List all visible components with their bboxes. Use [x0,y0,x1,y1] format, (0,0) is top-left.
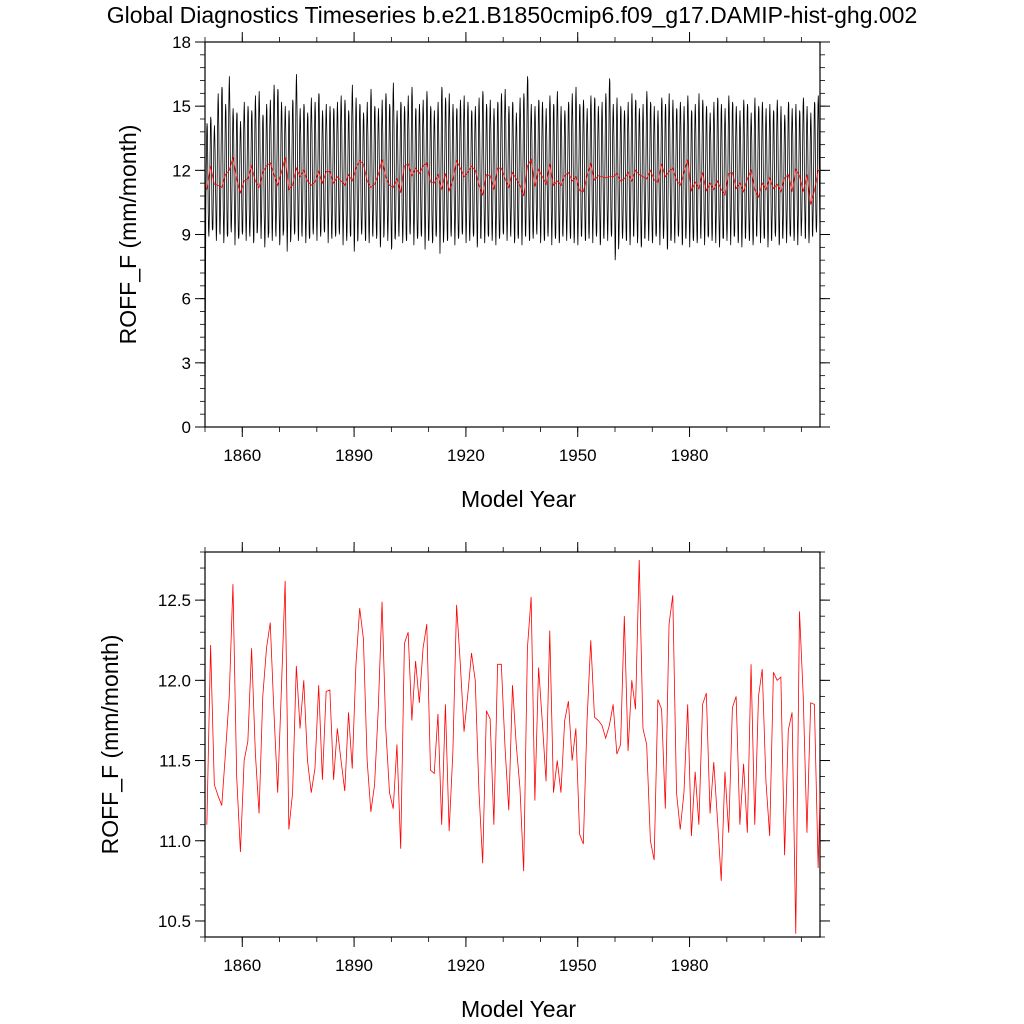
chart-panel-1: 1860 1890 1920 1950 1980 0 3 6 9 12 15 18 Model Year… [115,32,830,512]
y-tick-label: 0 [182,418,191,437]
x-axis-title: Model Year [461,486,576,512]
x-tick-label: 1920 [447,956,485,975]
x-tick-label: 1980 [671,446,709,465]
y-tick-label: 3 [182,354,191,373]
y-tick-label: 10.5 [158,912,191,931]
x-tick-label: 1950 [559,956,597,975]
x-tick-label: 1860 [223,956,261,975]
y-tick-label: 6 [182,290,191,309]
chart-panel-2: 1860 1890 1920 1950 1980 10.5 11.0 11.5 12.0 12.5… [97,542,830,1022]
y-tick-label: 12 [172,161,191,180]
x-tick-label: 1890 [335,446,373,465]
figure-title: Global Diagnostics Timeseries b.e21.B185… [106,2,918,28]
y-tick-label: 15 [172,97,191,116]
annual-mean-series-line [206,157,820,205]
x-tick-label: 1950 [559,446,597,465]
y-tick-label: 12.0 [158,671,191,690]
annual-mean-series-line [206,560,820,934]
y-tick-label: 12.5 [158,591,191,610]
y-tick-label: 11.5 [159,752,191,771]
x-tick-label: 1980 [671,956,709,975]
y-tick-label: 9 [182,226,191,245]
plot-frame [204,551,821,938]
x-tick-label: 1890 [335,956,373,975]
y-tick-label: 11.0 [159,832,191,851]
y-tick-label: 18 [172,33,191,52]
x-tick-label: 1860 [223,446,261,465]
x-tick-label: 1920 [447,446,485,465]
monthly-series-line [205,74,820,427]
y-axis-title: ROFF_F (mm/month) [115,125,141,345]
x-axis-title: Model Year [461,996,576,1022]
y-axis-title: ROFF_F (mm/month) [97,635,123,855]
